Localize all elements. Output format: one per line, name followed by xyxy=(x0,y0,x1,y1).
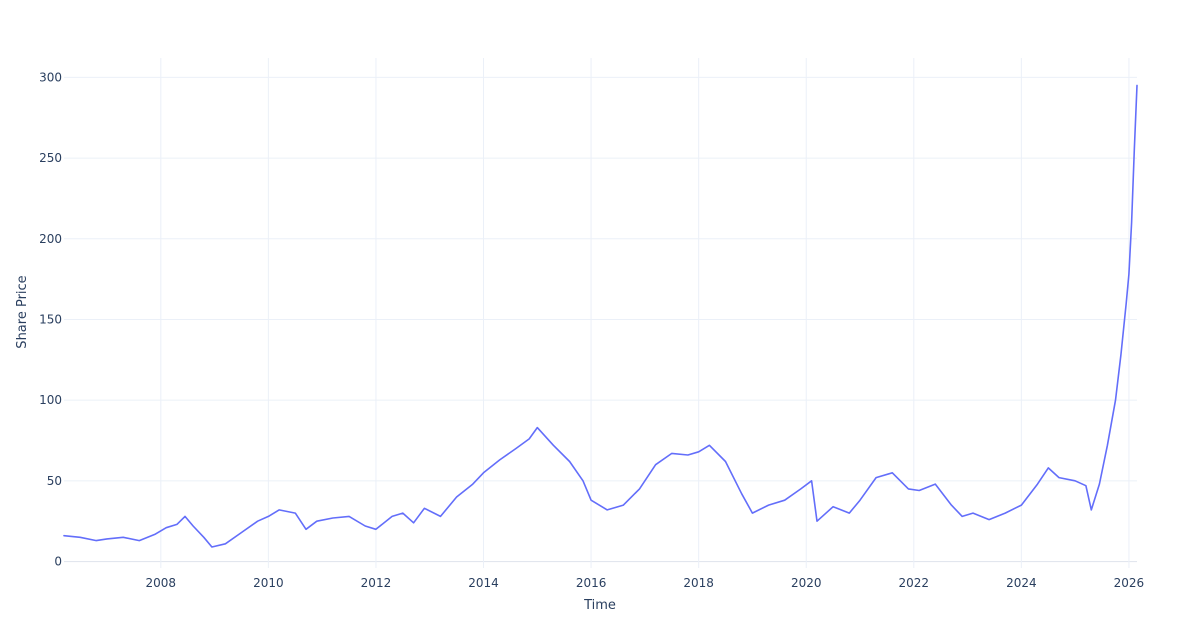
plot-area xyxy=(63,84,1138,548)
x-tick-label: 2020 xyxy=(791,576,822,590)
x-axis-title: Time xyxy=(583,598,616,613)
x-tick-label: 2010 xyxy=(253,576,284,590)
x-tick-label: 2014 xyxy=(468,576,499,590)
y-tick-label: 150 xyxy=(39,312,62,326)
y-tick-label: 100 xyxy=(39,393,62,407)
x-tick-label: 2016 xyxy=(576,576,607,590)
y-axis-title: Share Price xyxy=(15,275,30,348)
y-axis-ticks: 0 50 100 150 200 250 300 xyxy=(39,70,62,568)
grid xyxy=(64,58,1137,568)
y-tick-label: 50 xyxy=(47,474,62,488)
x-tick-label: 2024 xyxy=(1006,576,1037,590)
x-axis-ticks: 2008 2010 2012 2014 2016 2018 2020 2022 2024 2026 xyxy=(146,576,1145,590)
x-tick-label: 2018 xyxy=(683,576,714,590)
y-tick-label: 250 xyxy=(39,151,62,165)
x-tick-label: 2026 xyxy=(1114,576,1145,590)
y-tick-label: 300 xyxy=(39,70,62,84)
y-tick-label: 200 xyxy=(39,232,62,246)
x-tick-label: 2022 xyxy=(899,576,930,590)
y-tick-label: 0 xyxy=(54,555,62,569)
x-tick-label: 2012 xyxy=(361,576,392,590)
x-tick-label: 2008 xyxy=(146,576,177,590)
series-line xyxy=(63,84,1138,548)
